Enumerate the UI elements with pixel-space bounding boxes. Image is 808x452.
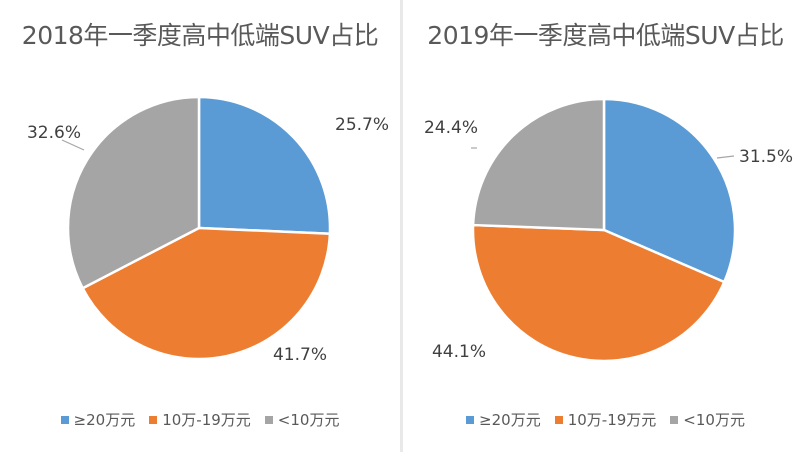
pie-slice-low [471,97,606,232]
legend-label-low: <10万元 [683,411,745,429]
legend: ≥20万元 10万-19万元 <10万元 [403,409,808,430]
legend-label-low: <10万元 [277,411,340,429]
legend-swatch-mid [149,415,158,424]
legend-label-high: ≥20万元 [479,411,541,429]
data-label-mid: 44.1% [432,342,486,362]
data-label-high: 25.7% [335,115,389,135]
chart-title: 2019年一季度高中低端SUV占比 [427,21,784,50]
legend-item-high: ≥20万元 [466,409,541,430]
legend-item-low: <10万元 [670,409,745,430]
legend-item-low: <10万元 [264,409,340,430]
data-label-mid: 41.7% [273,345,327,365]
chart-panel-2019: 2019年一季度高中低端SUV占比 31.5% 44.1% 24.4% ≥20万元 … [403,0,808,452]
data-label-low: 24.4% [424,118,478,138]
pie-slice-mid [81,226,332,361]
panel-divider [400,0,403,452]
legend-label-mid: 10万-19万元 [162,411,251,429]
leader-line-high [716,155,735,159]
legend-item-high: ≥20万元 [60,409,136,430]
legend-swatch-mid [554,415,563,424]
chart-panel-2018: 2018年一季度高中低端SUV占比 25.7% 41.7% 32.6% ≥20万元 … [0,0,400,452]
pie-chart-2018: 25.7% 41.7% 32.6% [27,95,389,365]
legend-swatch-low [670,415,679,424]
legend-label-high: ≥20万元 [73,411,136,429]
leader-line-low [61,139,85,151]
legend-item-mid: 10万-19万元 [149,409,251,430]
data-label-high: 31.5% [739,147,793,167]
pie-slice-high [197,95,332,236]
pie-chart-2019: 31.5% 44.1% 24.4% [424,97,793,363]
legend-label-mid: 10万-19万元 [567,411,657,429]
legend-swatch-high [60,415,69,424]
chart-title: 2018年一季度高中低端SUV占比 [21,21,379,50]
legend-item-mid: 10万-19万元 [554,409,657,430]
legend-swatch-low [264,415,273,424]
legend: ≥20万元 10万-19万元 <10万元 [0,409,400,430]
pie-slice-low [66,95,201,290]
legend-swatch-high [466,415,475,424]
pie-slice-mid [471,223,726,363]
data-label-low: 32.6% [27,123,81,143]
pie-slice-high [602,97,737,284]
